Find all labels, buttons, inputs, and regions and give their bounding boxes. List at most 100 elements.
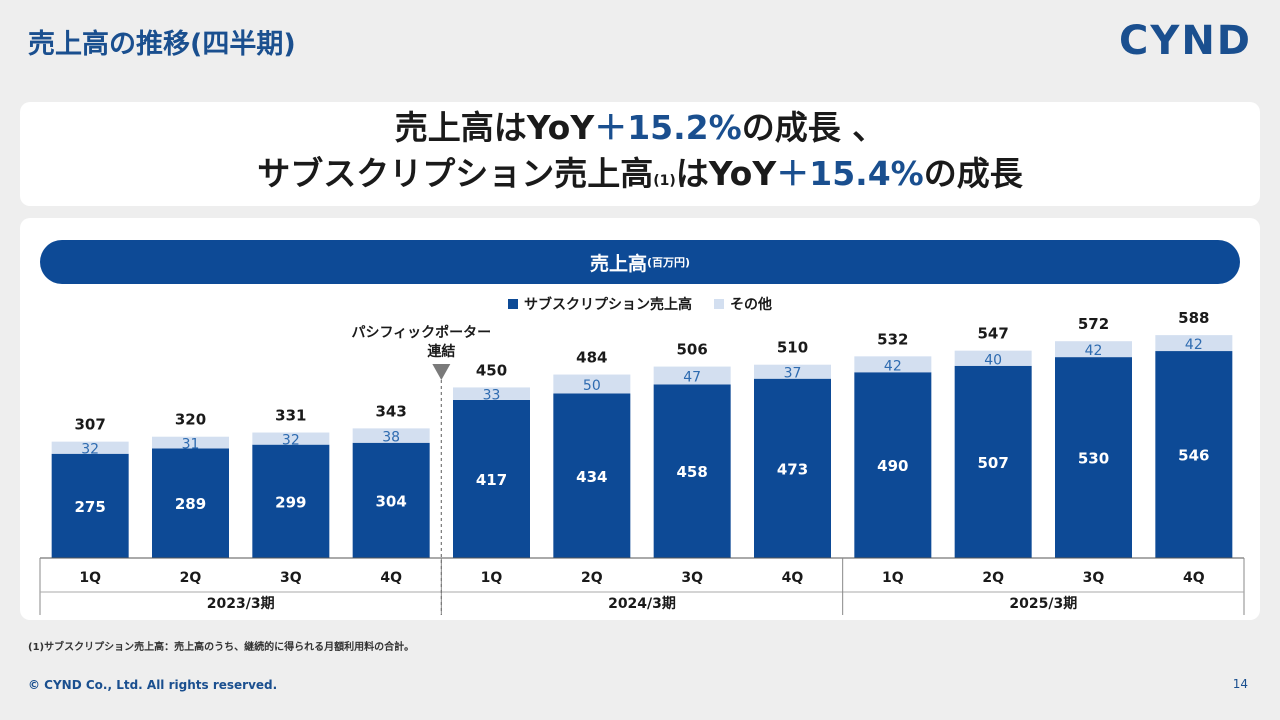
bar-other bbox=[653, 366, 731, 385]
x-tick-label: 2Q bbox=[581, 570, 603, 586]
bar-subscription bbox=[1055, 357, 1132, 558]
bar-subscription bbox=[252, 444, 330, 558]
data-label-subscription: 299 bbox=[275, 493, 306, 511]
bar-other bbox=[453, 387, 530, 400]
page-number: 14 bbox=[1232, 677, 1248, 691]
bar-other bbox=[1155, 335, 1233, 352]
footnote: (1)サブスクリプション売上高：売上高のうち、継続的に得られる月額利用料の合計。 bbox=[28, 642, 415, 653]
bar-subscription bbox=[553, 393, 631, 558]
legend-label-subscription: サブスクリプション売上高 bbox=[524, 297, 692, 313]
headline-text: の成長 、 bbox=[741, 107, 886, 147]
data-label-other: 40 bbox=[984, 352, 1002, 368]
copyright: © CYND Co., Ltd. All rights reserved. bbox=[28, 678, 278, 692]
chart-title: 売上高 bbox=[589, 252, 647, 275]
headline-text: はYoY bbox=[675, 153, 777, 193]
x-tick-label: 2Q bbox=[982, 570, 1004, 586]
headline-note-marker: (1) bbox=[653, 172, 676, 189]
legend-item-other: その他 bbox=[714, 294, 772, 314]
data-label-subscription: 490 bbox=[877, 457, 908, 475]
bar-other bbox=[252, 432, 330, 445]
x-group-label: 2023/3期 bbox=[207, 596, 275, 612]
chart-title-unit: (百万円) bbox=[646, 256, 691, 269]
x-tick-label: 1Q bbox=[79, 570, 101, 586]
legend-label-other: その他 bbox=[730, 297, 772, 313]
bar-subscription bbox=[453, 399, 530, 558]
bar-subscription bbox=[954, 365, 1032, 558]
bar-other bbox=[152, 436, 229, 449]
chart-title-bar: 売上高 (百万円) bbox=[40, 240, 1240, 284]
headline-text: 売上高はYoY bbox=[394, 107, 595, 147]
bar-other bbox=[553, 374, 631, 394]
x-tick-label: 1Q bbox=[882, 570, 904, 586]
data-label-total: 588 bbox=[1178, 309, 1209, 327]
x-tick-label: 4Q bbox=[380, 570, 402, 586]
data-label-subscription: 289 bbox=[175, 495, 206, 513]
data-label-total: 506 bbox=[677, 341, 708, 359]
page-title: 売上高の推移(四半期) bbox=[28, 29, 296, 60]
data-label-subscription: 458 bbox=[677, 463, 708, 481]
data-label-subscription: 507 bbox=[978, 454, 1009, 472]
bar-subscription bbox=[653, 384, 731, 558]
headline-growth-subscription: ＋15.4% bbox=[776, 153, 924, 193]
x-tick-label: 4Q bbox=[782, 570, 804, 586]
data-label-subscription: 434 bbox=[576, 468, 607, 486]
x-tick-label: 2Q bbox=[180, 570, 202, 586]
data-label-total: 510 bbox=[777, 339, 808, 357]
data-label-other: 38 bbox=[382, 430, 400, 446]
headline-line-1: 売上高はYoY＋15.2%の成長 、 bbox=[395, 105, 885, 151]
data-label-other: 37 bbox=[784, 366, 802, 382]
bar-other bbox=[1055, 341, 1132, 358]
data-label-subscription: 417 bbox=[476, 471, 507, 489]
headline-line-2: サブスクリプション売上高(1)はYoY＋15.4%の成長 bbox=[257, 151, 1022, 204]
data-label-other: 47 bbox=[683, 369, 701, 385]
bar-subscription bbox=[51, 453, 129, 558]
chart-panel: 売上高 (百万円) サブスクリプション売上高 その他 275 32 307 1Q 289 3… bbox=[20, 218, 1260, 620]
data-label-total: 484 bbox=[576, 349, 607, 367]
bar-other bbox=[954, 350, 1032, 366]
data-label-other: 32 bbox=[282, 433, 300, 449]
data-label-other: 42 bbox=[884, 358, 902, 374]
x-group-label: 2024/3期 bbox=[608, 596, 676, 612]
headline-text: サブスクリプション売上高 bbox=[257, 153, 654, 193]
bar-subscription bbox=[754, 378, 831, 558]
data-label-other: 50 bbox=[583, 378, 601, 394]
data-label-other: 42 bbox=[1085, 343, 1103, 359]
data-label-subscription: 473 bbox=[777, 460, 808, 478]
data-label-other: 31 bbox=[182, 437, 200, 453]
annotation-label-sub: 連結 bbox=[427, 343, 455, 360]
data-label-total: 532 bbox=[877, 330, 908, 348]
legend-swatch-other bbox=[714, 299, 724, 309]
bar-subscription bbox=[854, 372, 932, 558]
data-label-other: 32 bbox=[81, 442, 99, 458]
headline-text: の成長 bbox=[923, 153, 1023, 193]
x-tick-label: 3Q bbox=[1083, 570, 1105, 586]
data-label-total: 547 bbox=[978, 325, 1009, 343]
headline-growth-total: ＋15.2% bbox=[594, 107, 742, 147]
x-tick-label: 3Q bbox=[681, 570, 703, 586]
bar-subscription bbox=[1155, 351, 1233, 558]
data-label-subscription: 304 bbox=[376, 492, 407, 510]
bar-other bbox=[352, 428, 430, 443]
annotation-arrow-icon bbox=[432, 364, 451, 380]
x-tick-label: 4Q bbox=[1183, 570, 1205, 586]
data-label-other: 33 bbox=[483, 388, 501, 404]
data-label-other: 42 bbox=[1185, 337, 1203, 353]
bar-subscription bbox=[152, 448, 229, 558]
chart-legend: サブスクリプション売上高 その他 bbox=[20, 294, 1260, 314]
data-label-total: 307 bbox=[75, 416, 106, 434]
data-label-total: 343 bbox=[376, 402, 407, 420]
bar-other bbox=[51, 441, 129, 454]
data-label-subscription: 546 bbox=[1178, 447, 1209, 465]
data-label-total: 320 bbox=[175, 411, 206, 429]
x-tick-label: 1Q bbox=[481, 570, 503, 586]
bar-subscription bbox=[352, 442, 430, 558]
headline-box: 売上高はYoY＋15.2%の成長 、 サブスクリプション売上高(1)はYoY＋1… bbox=[20, 102, 1260, 206]
data-label-total: 331 bbox=[275, 407, 306, 425]
bar-other bbox=[754, 364, 831, 379]
data-label-subscription: 275 bbox=[75, 498, 106, 516]
data-label-subscription: 530 bbox=[1078, 450, 1109, 468]
stacked-bar-chart: 275 32 307 1Q 289 31 320 2Q 299 32 331 3Q 304 38 343 4Q… bbox=[39, 309, 1245, 615]
x-group-label: 2025/3期 bbox=[1009, 596, 1077, 612]
bar-other bbox=[854, 356, 932, 373]
cynd-logo: CYND bbox=[1119, 18, 1252, 64]
